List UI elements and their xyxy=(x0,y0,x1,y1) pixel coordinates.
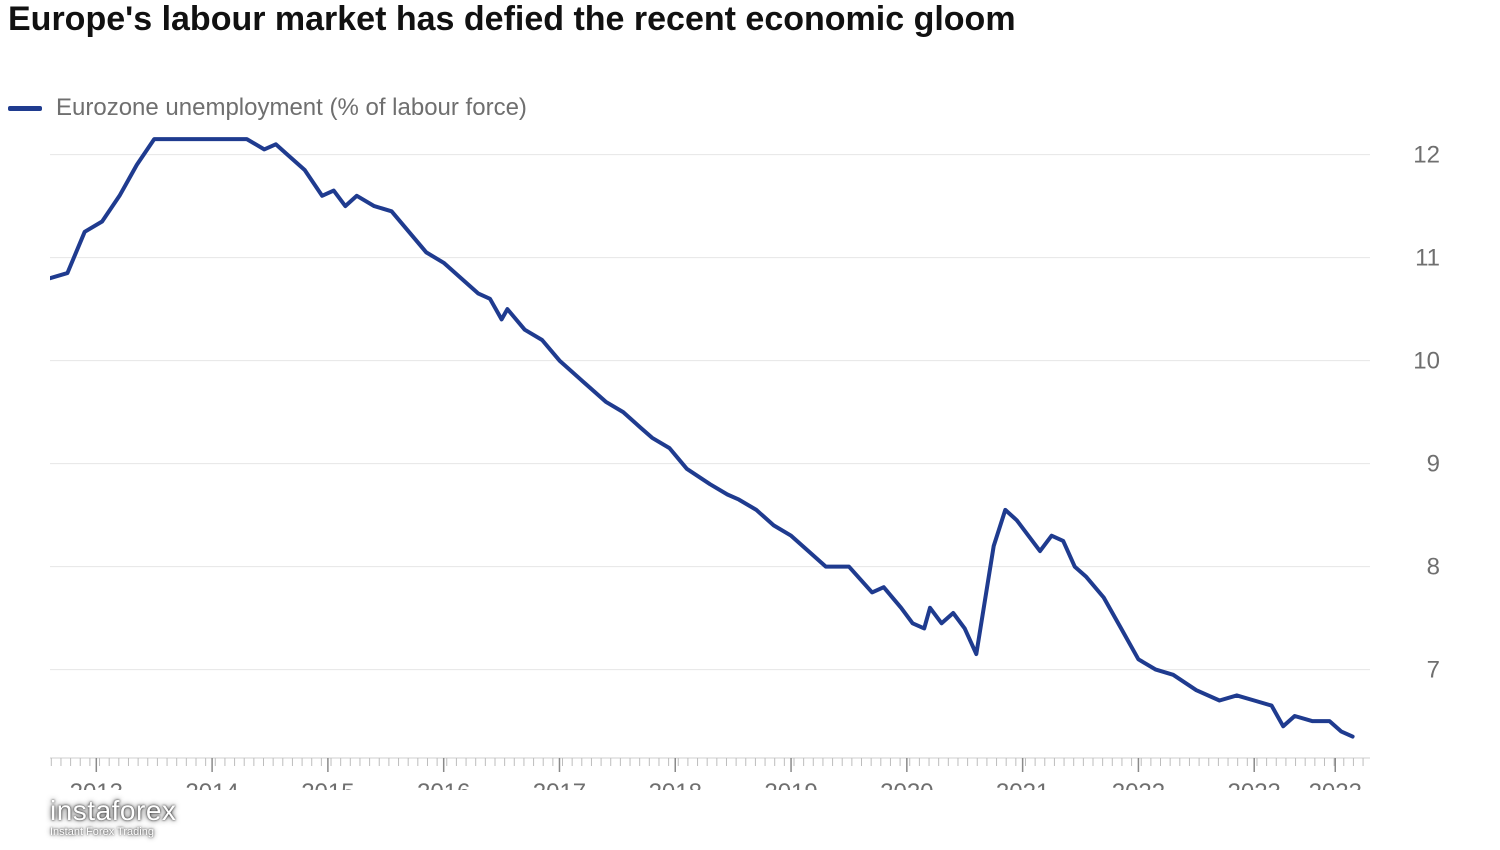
svg-text:2022: 2022 xyxy=(1112,779,1165,790)
watermark-tagline: Instant Forex Trading xyxy=(50,827,176,838)
svg-text:2023: 2023 xyxy=(1309,779,1362,790)
svg-text:2015: 2015 xyxy=(301,779,354,790)
svg-text:2016: 2016 xyxy=(417,779,470,790)
svg-text:7: 7 xyxy=(1427,657,1440,684)
svg-text:9: 9 xyxy=(1427,451,1440,478)
svg-text:2018: 2018 xyxy=(649,779,702,790)
legend-label: Eurozone unemployment (% of labour force… xyxy=(56,94,527,122)
watermark: instaforex Instant Forex Trading xyxy=(8,797,176,838)
svg-text:2021: 2021 xyxy=(996,779,1049,790)
legend-swatch xyxy=(8,106,42,111)
svg-text:2020: 2020 xyxy=(880,779,933,790)
watermark-brand: instaforex xyxy=(50,797,176,825)
svg-text:8: 8 xyxy=(1427,554,1440,581)
chart-legend: Eurozone unemployment (% of labour force… xyxy=(8,94,527,122)
svg-text:2019: 2019 xyxy=(764,779,817,790)
chart-title: Europe's labour market has defied the re… xyxy=(8,0,1016,39)
globe-icon xyxy=(8,801,42,835)
svg-text:2017: 2017 xyxy=(533,779,586,790)
line-chart: 7 8 9 10 11 12 2013 2014 2015 2016 2017 2018 2019 202… xyxy=(50,130,1470,790)
svg-text:2013: 2013 xyxy=(70,779,123,790)
svg-text:2023: 2023 xyxy=(1228,779,1281,790)
svg-text:12: 12 xyxy=(1413,142,1440,169)
svg-text:11: 11 xyxy=(1415,245,1440,272)
svg-text:10: 10 xyxy=(1413,348,1440,375)
svg-text:2014: 2014 xyxy=(185,779,238,790)
